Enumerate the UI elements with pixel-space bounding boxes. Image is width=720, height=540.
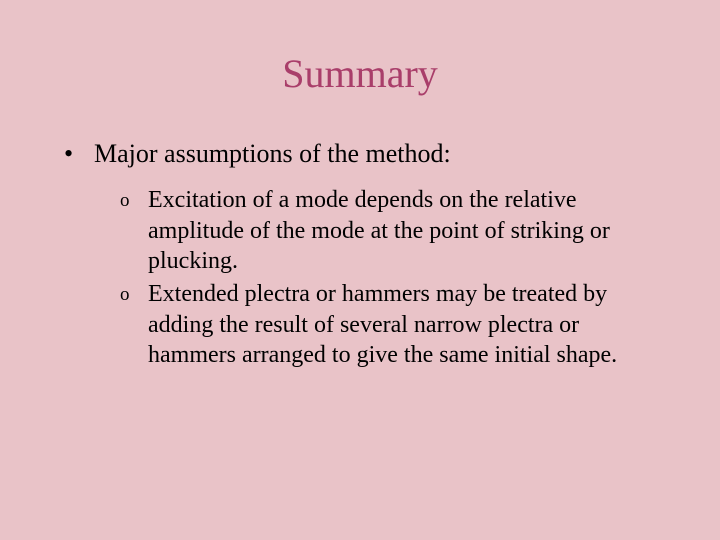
bullet-text: Major assumptions of the method: (94, 137, 660, 171)
slide-title: Summary (60, 50, 660, 97)
sub-bullet-item: o Extended plectra or hammers may be tre… (120, 279, 660, 371)
sub-bullet-item: o Excitation of a mode depends on the re… (120, 185, 660, 277)
main-bullet: • Major assumptions of the method: (64, 137, 660, 171)
slide-container: Summary • Major assumptions of the metho… (0, 0, 720, 540)
sub-bullet-marker: o (120, 279, 148, 307)
bullet-marker: • (64, 137, 94, 171)
sub-bullet-marker: o (120, 185, 148, 213)
bullet-row: • Major assumptions of the method: (64, 137, 660, 171)
sub-bullet-list: o Excitation of a mode depends on the re… (120, 185, 660, 371)
sub-bullet-text: Excitation of a mode depends on the rela… (148, 185, 660, 277)
sub-bullet-text: Extended plectra or hammers may be treat… (148, 279, 660, 371)
